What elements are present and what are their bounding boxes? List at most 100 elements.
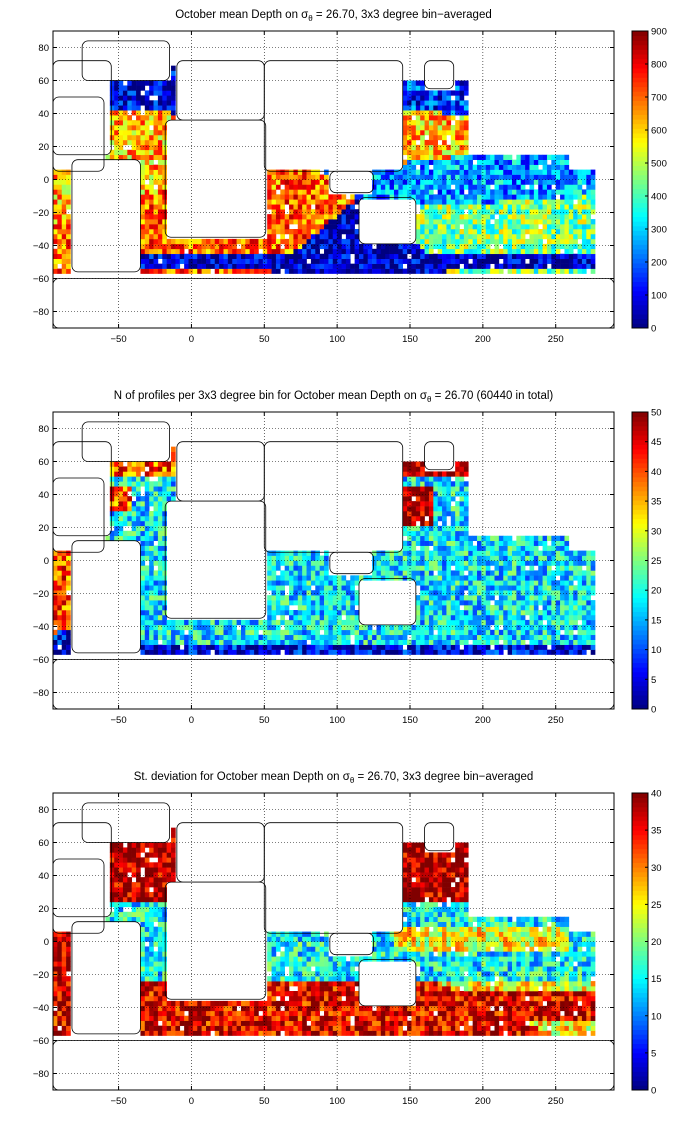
heatmap-cell <box>428 134 434 141</box>
heatmap-cell <box>223 634 229 640</box>
heatmap-cell <box>245 263 251 269</box>
heatmap-cell <box>485 169 491 175</box>
heatmap-cell <box>337 194 342 200</box>
heatmap-cell <box>481 644 487 650</box>
heatmap-cell <box>560 610 565 616</box>
heatmap-cell <box>415 610 421 616</box>
heatmap-cell <box>324 229 329 235</box>
heatmap-cell <box>166 243 172 250</box>
heatmap-cell <box>538 570 543 576</box>
heatmap-cell <box>555 174 561 180</box>
heatmap-cell <box>350 243 355 250</box>
heatmap-cell <box>546 595 552 601</box>
heatmap-cell <box>341 600 347 606</box>
heatmap-cell <box>162 219 167 225</box>
heatmap-cell <box>140 540 146 546</box>
heatmap-cell <box>568 174 574 180</box>
heatmap-cell <box>468 174 473 180</box>
heatmap-cell <box>66 214 71 220</box>
heatmap-cell <box>53 233 58 240</box>
heatmap-cell <box>433 545 438 551</box>
heatmap-cell <box>118 134 124 141</box>
heatmap-cell <box>442 179 447 185</box>
heatmap-cell <box>481 535 487 541</box>
heatmap-cell <box>468 610 473 616</box>
heatmap-cell <box>367 268 373 274</box>
heatmap-cell <box>140 595 146 601</box>
heatmap-cell <box>481 629 487 636</box>
heatmap-cell <box>446 179 452 185</box>
heatmap-cell <box>57 189 63 195</box>
heatmap-cell <box>433 263 438 269</box>
heatmap-cell <box>109 90 115 96</box>
heatmap-cell <box>385 258 390 264</box>
heatmap-cell <box>415 525 421 532</box>
heatmap-cell <box>280 570 285 576</box>
colorbar-segment <box>632 239 648 245</box>
heatmap-cell <box>472 219 478 225</box>
colorbar-segment <box>632 472 648 478</box>
heatmap-cell <box>424 258 430 264</box>
heatmap-cell <box>162 540 167 546</box>
heatmap-cell <box>149 535 154 541</box>
heatmap-cell <box>367 258 373 264</box>
heatmap-cell <box>319 233 325 240</box>
heatmap-cell <box>284 253 290 259</box>
heatmap-cell <box>289 169 294 175</box>
heatmap-cell <box>136 481 141 487</box>
heatmap-cell <box>529 550 535 556</box>
heatmap-cell <box>61 644 67 650</box>
heatmap-cell <box>324 238 329 245</box>
heatmap-cell <box>407 530 412 537</box>
heatmap-cell <box>297 233 303 240</box>
heatmap-cell <box>433 115 438 121</box>
heatmap-cell <box>109 149 115 156</box>
heatmap-cell <box>267 629 272 636</box>
heatmap-cell <box>109 847 115 853</box>
heatmap-cell <box>280 595 285 601</box>
heatmap-cell <box>433 515 438 522</box>
heatmap-cell <box>122 105 128 111</box>
heatmap-cell <box>166 110 172 116</box>
heatmap-cell <box>424 174 430 180</box>
heatmap-cell <box>153 515 159 522</box>
heatmap-cell <box>380 243 386 250</box>
heatmap-cell <box>525 585 530 591</box>
heatmap-cell <box>463 105 469 111</box>
heatmap-cell <box>109 520 115 527</box>
heatmap-cell <box>179 649 185 655</box>
heatmap-cell <box>227 624 233 631</box>
heatmap-cell <box>420 550 425 556</box>
heatmap-cell <box>420 535 425 541</box>
heatmap-cell <box>463 605 469 611</box>
heatmap-cell <box>516 169 522 175</box>
heatmap-cell <box>210 644 216 650</box>
heatmap-cell <box>310 189 316 195</box>
heatmap-cell <box>577 560 583 566</box>
heatmap-cell <box>555 238 561 245</box>
heatmap-cell <box>433 575 438 581</box>
heatmap-cell <box>581 219 587 225</box>
heatmap-cell <box>188 268 194 274</box>
heatmap-cell <box>188 248 194 255</box>
heatmap-cell <box>459 90 465 96</box>
heatmap-cell <box>310 224 316 230</box>
heatmap-cell <box>415 506 421 512</box>
colorbar-segment <box>632 592 648 599</box>
heatmap-cell <box>315 560 320 566</box>
heatmap-cell <box>157 530 163 537</box>
heatmap-cell <box>428 179 434 185</box>
heatmap-cell <box>407 624 412 631</box>
heatmap-cell <box>297 570 303 576</box>
heatmap-cell <box>446 115 452 121</box>
heatmap-cell <box>542 545 548 551</box>
heatmap-cell <box>407 174 412 180</box>
heatmap-cell <box>249 258 255 264</box>
heatmap-cell <box>446 476 452 482</box>
colorbar-segment <box>632 588 648 594</box>
heatmap-cell <box>437 605 443 611</box>
heatmap-cell <box>66 595 71 601</box>
colorbar-segment <box>632 44 648 50</box>
colorbar-tick-label: 50 <box>651 408 662 419</box>
heatmap-cell <box>140 258 146 264</box>
